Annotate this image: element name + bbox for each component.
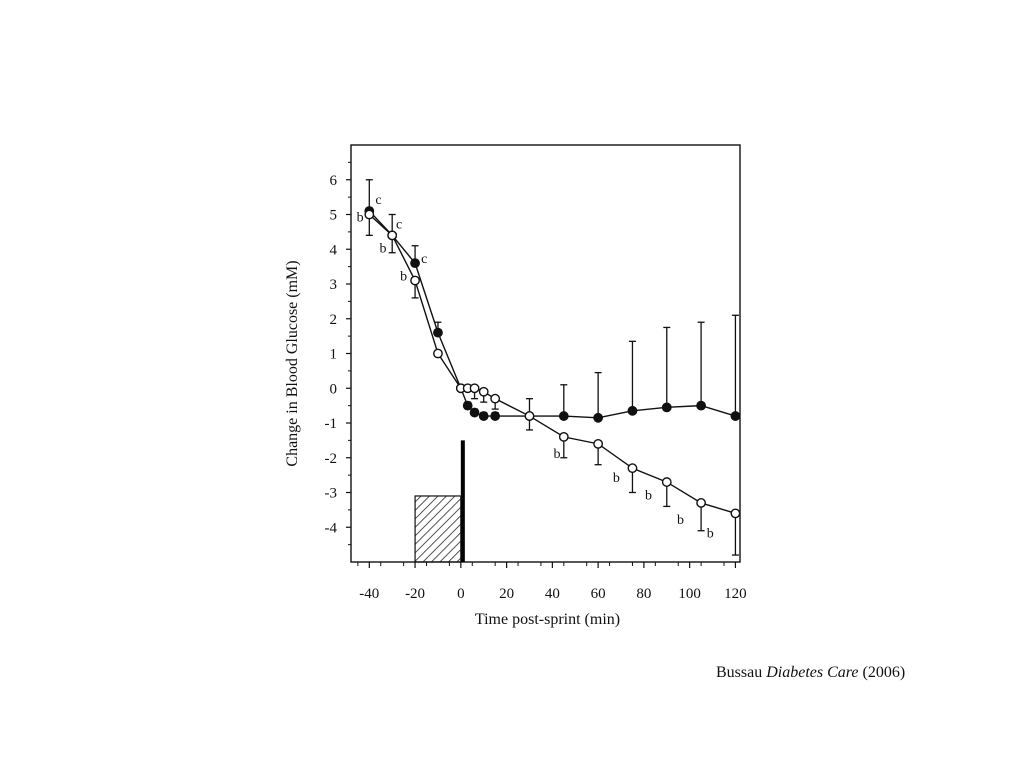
filled-point [478, 411, 489, 421]
y-tick-label: -1 [325, 416, 338, 432]
y-tick-label: -4 [325, 520, 338, 536]
x-tick-label: 80 [636, 586, 651, 602]
x-tick-label: 100 [678, 586, 701, 602]
annotation-label: c [421, 252, 427, 267]
y-tick-label: -3 [325, 486, 338, 502]
y-tick-label: -2 [325, 451, 338, 467]
filled-point [696, 400, 706, 411]
series-line-filled [368, 210, 736, 419]
x-tick-label: 60 [591, 586, 606, 602]
caption-journal: Diabetes Care [766, 664, 859, 681]
open-point [593, 438, 604, 449]
caption-author: Bussau [716, 664, 763, 681]
filled-point [490, 411, 501, 421]
open-point [364, 209, 375, 220]
x-tick-label: 20 [499, 586, 514, 602]
open-point [696, 498, 706, 508]
open-point [558, 431, 569, 442]
y-tick-label: 0 [330, 381, 338, 397]
filled-point [558, 411, 569, 421]
filled-point [410, 258, 420, 269]
caption-year: (2006) [862, 664, 906, 681]
y-tick-label: 5 [330, 208, 338, 224]
citation-caption: Bussau Diabetes Care (2006) [716, 664, 905, 682]
annotation-label: b [613, 471, 620, 486]
open-point [524, 411, 535, 421]
y-tick-label: 4 [330, 242, 338, 258]
filled-point [730, 411, 741, 421]
annotation-label: b [707, 527, 714, 542]
annotation-label: c [375, 193, 381, 208]
x-tick-label: 40 [545, 586, 560, 602]
annotation-label: b [553, 447, 560, 462]
x-tick-label: 120 [724, 586, 747, 602]
plot-area: -40 -20 0 20 40 60 80 100 120 6 5 4 3 2 1 0 -1 -2 -3 -4 Time… [284, 144, 747, 628]
y-tick-label: 1 [330, 347, 338, 363]
plot-frame [350, 144, 741, 563]
filled-point [661, 402, 672, 413]
x-tick-label: -20 [405, 586, 425, 602]
open-point [387, 230, 398, 241]
open-point [469, 383, 480, 394]
y-tick-label: 3 [330, 277, 338, 293]
open-point [627, 463, 638, 474]
filled-point [469, 407, 480, 418]
series-line-open [368, 213, 736, 515]
annotation-label: b [677, 513, 684, 528]
y-tick-label: 2 [330, 312, 338, 328]
x-tick-label: -40 [359, 586, 379, 602]
x-axis-title: Time post-sprint (min) [475, 611, 620, 628]
open-point [730, 508, 741, 519]
filled-point [433, 327, 443, 338]
y-tick-label: 6 [330, 173, 338, 189]
annotation-label: b [400, 270, 407, 285]
filled-point [593, 412, 604, 423]
annotation-label: c [396, 217, 402, 232]
annotation-label: b [357, 210, 364, 225]
annotation-label: b [380, 242, 387, 257]
y-axis-title: Change in Blood Glucose (mM) [284, 260, 301, 466]
open-point [661, 477, 672, 487]
annotation-label: b [645, 488, 652, 503]
filled-point [462, 400, 473, 411]
open-point [433, 348, 443, 359]
filled-point [627, 405, 638, 416]
open-point [410, 275, 420, 286]
open-point [490, 393, 501, 404]
hatched-box [414, 495, 462, 563]
open-point [478, 386, 489, 397]
x-tick-label: 0 [457, 586, 465, 602]
